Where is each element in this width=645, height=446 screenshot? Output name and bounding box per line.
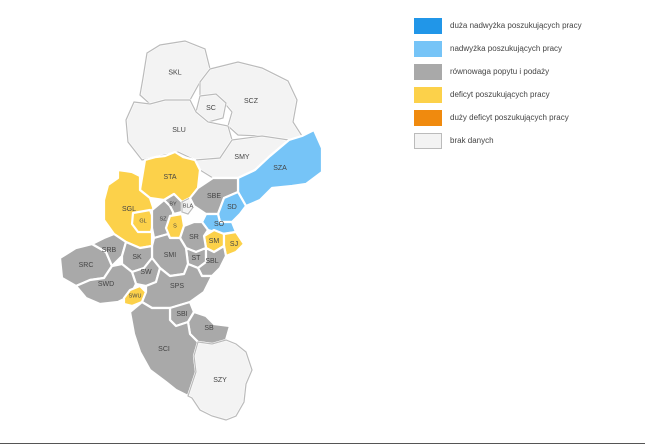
legend-swatch	[414, 132, 442, 149]
region-SZA[interactable]	[236, 128, 324, 208]
region-SWD[interactable]	[74, 262, 138, 306]
region-SZY[interactable]	[186, 338, 254, 422]
legend-label: nadwyżka poszukujących pracy	[450, 44, 563, 53]
legend-swatch	[414, 17, 442, 34]
legend-label: duży deficyt poszukujących pracy	[450, 113, 569, 122]
legend-item[interactable]: duży deficyt poszukujących pracy	[414, 106, 634, 129]
legend-item[interactable]: duża nadwyżka poszukujących pracy	[414, 14, 634, 37]
legend-item[interactable]: deficyt poszukujących pracy	[414, 83, 634, 106]
legend-item[interactable]: brak danych	[414, 129, 634, 152]
region-STA[interactable]	[138, 150, 202, 204]
region-SJ[interactable]	[222, 230, 246, 258]
region-SBL[interactable]	[196, 244, 228, 278]
legend-item[interactable]: nadwyżka poszukujących pracy	[414, 37, 634, 60]
legend-swatch	[414, 63, 442, 80]
legend-label: deficyt poszukujących pracy	[450, 90, 550, 99]
legend: duża nadwyżka poszukujących pracy nadwyżk…	[414, 14, 634, 152]
legend-swatch	[414, 109, 442, 126]
legend-label: brak danych	[450, 136, 494, 145]
legend-swatch	[414, 86, 442, 103]
legend-label: równowaga popytu i podaży	[450, 67, 550, 76]
region-GL[interactable]	[130, 208, 156, 234]
legend-item[interactable]: równowaga popytu i podaży	[414, 60, 634, 83]
legend-swatch	[414, 40, 442, 57]
bottom-rule	[0, 443, 645, 444]
legend-label: duża nadwyżka poszukujących pracy	[450, 21, 582, 30]
